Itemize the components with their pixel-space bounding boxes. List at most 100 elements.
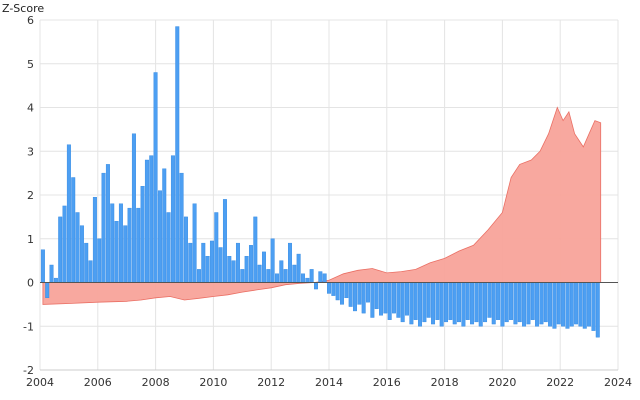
bar bbox=[405, 282, 409, 316]
bar bbox=[418, 282, 423, 327]
bar bbox=[305, 277, 310, 283]
bar bbox=[248, 245, 253, 283]
bar bbox=[270, 238, 275, 283]
x-tick-label: 2020 bbox=[488, 376, 516, 389]
bar bbox=[153, 72, 158, 283]
bar bbox=[118, 203, 123, 283]
bar bbox=[465, 282, 470, 320]
bar bbox=[400, 282, 405, 323]
bar bbox=[101, 172, 106, 283]
bar bbox=[340, 282, 344, 305]
bar bbox=[409, 282, 414, 325]
bar bbox=[275, 273, 279, 283]
bar bbox=[253, 216, 258, 283]
bar bbox=[188, 242, 193, 283]
bar bbox=[595, 282, 600, 338]
bar bbox=[227, 256, 232, 283]
x-tick-label: 2022 bbox=[546, 376, 574, 389]
bar bbox=[504, 282, 509, 323]
bar bbox=[530, 282, 535, 320]
bar bbox=[49, 264, 54, 283]
bar bbox=[314, 282, 318, 290]
bar bbox=[383, 282, 388, 314]
bar bbox=[431, 282, 436, 325]
bar bbox=[84, 242, 89, 283]
bar bbox=[539, 282, 544, 325]
bar bbox=[587, 282, 592, 327]
bar bbox=[283, 269, 288, 283]
y-tick-label: 0 bbox=[27, 277, 34, 290]
bar bbox=[40, 249, 45, 283]
x-tick-label: 2004 bbox=[26, 376, 54, 389]
y-axis-title: Z-Score bbox=[2, 2, 44, 15]
bar bbox=[457, 282, 462, 323]
bar bbox=[535, 282, 540, 327]
bar bbox=[144, 159, 149, 283]
bar bbox=[127, 207, 132, 283]
bar-series bbox=[40, 26, 618, 338]
bar bbox=[353, 282, 357, 312]
bar bbox=[435, 282, 440, 320]
bar bbox=[53, 277, 58, 283]
bar bbox=[136, 207, 141, 283]
bar bbox=[114, 221, 119, 283]
bar bbox=[279, 260, 284, 283]
y-tick-label: 4 bbox=[27, 102, 34, 115]
bar bbox=[548, 282, 553, 327]
bar bbox=[71, 177, 76, 283]
bar bbox=[370, 282, 375, 318]
bar bbox=[578, 282, 583, 327]
bar bbox=[331, 282, 336, 296]
bar bbox=[231, 260, 236, 283]
bar bbox=[162, 168, 167, 283]
bar bbox=[461, 282, 466, 327]
bar bbox=[500, 282, 505, 327]
bar bbox=[149, 155, 154, 283]
bar bbox=[235, 242, 240, 283]
bar bbox=[75, 212, 80, 283]
bar bbox=[565, 282, 570, 329]
bar bbox=[183, 216, 188, 283]
x-tick-label: 2018 bbox=[431, 376, 459, 389]
bar bbox=[322, 273, 327, 283]
bar bbox=[201, 242, 206, 283]
y-tick-label: 2 bbox=[27, 189, 34, 202]
bar bbox=[439, 282, 444, 327]
x-tick-label: 2006 bbox=[84, 376, 112, 389]
bar bbox=[448, 282, 453, 320]
x-tick-label: 2014 bbox=[315, 376, 343, 389]
bar bbox=[556, 282, 561, 325]
bar bbox=[396, 282, 401, 318]
bar bbox=[131, 133, 136, 283]
bar bbox=[257, 264, 262, 283]
bar bbox=[574, 282, 579, 325]
bar bbox=[123, 225, 128, 283]
area-series bbox=[42, 106, 602, 305]
area-fill bbox=[42, 106, 602, 305]
bar bbox=[222, 199, 227, 283]
x-tick-label: 2024 bbox=[604, 376, 632, 389]
bar bbox=[214, 212, 219, 283]
bar bbox=[366, 282, 370, 303]
bar bbox=[318, 271, 323, 283]
bar bbox=[105, 164, 110, 283]
bar bbox=[491, 282, 496, 325]
bar bbox=[509, 282, 514, 320]
bar bbox=[513, 282, 518, 325]
bar bbox=[309, 269, 314, 283]
bar bbox=[591, 282, 596, 331]
bar bbox=[205, 256, 210, 283]
bar bbox=[470, 282, 475, 325]
bar bbox=[240, 269, 245, 283]
y-tick-label: 5 bbox=[27, 58, 34, 71]
bar bbox=[552, 282, 557, 329]
bar bbox=[426, 282, 431, 318]
y-tick-label: -1 bbox=[23, 320, 34, 333]
bar bbox=[166, 212, 171, 283]
bar bbox=[97, 238, 102, 283]
y-tick-label: -2 bbox=[23, 364, 34, 377]
bar bbox=[170, 155, 175, 283]
y-tick-label: 3 bbox=[27, 145, 34, 158]
